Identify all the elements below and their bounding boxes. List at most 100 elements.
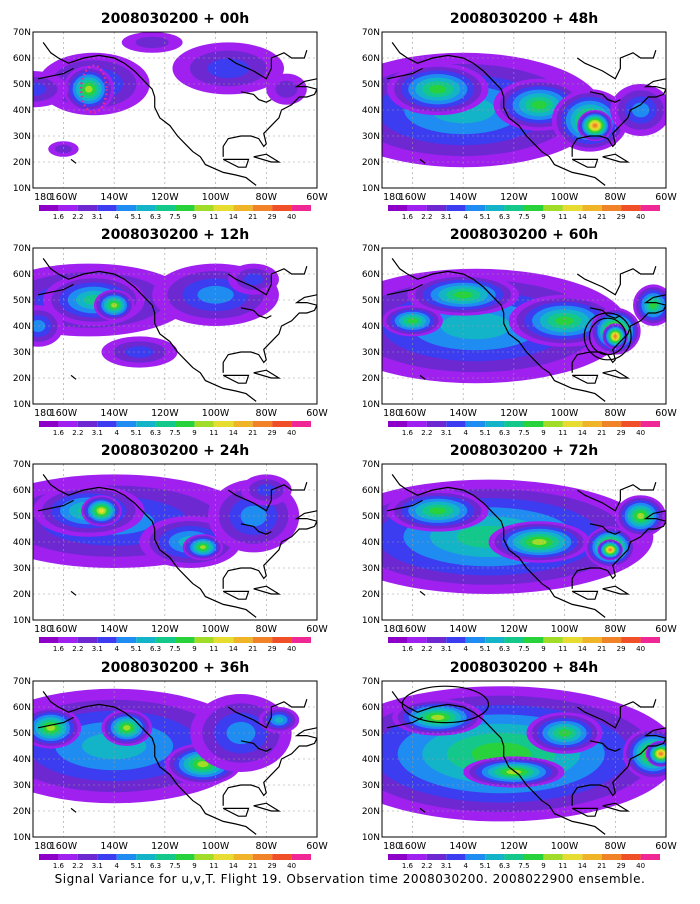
colorbar-swatch (485, 421, 505, 427)
lon-tick-label: 80W (605, 624, 627, 635)
colorbar-swatch (136, 854, 156, 860)
lon-tick-label: 120W (500, 841, 528, 852)
colorbar-swatch (582, 205, 602, 211)
panel-title: 2008030200 + 60h (450, 227, 598, 243)
colorbar-swatch (388, 637, 408, 643)
lon-tick-label: 160W (399, 624, 427, 635)
colorbar-swatch (407, 637, 427, 643)
lon-tick-label: 120W (151, 192, 179, 203)
colorbar-label: 14 (229, 213, 238, 221)
colorbar-label: 2.2 (421, 862, 432, 870)
lat-tick-label: 20N (13, 807, 31, 817)
colorbar-label: 4 (114, 429, 119, 437)
colorbar-label: 21 (248, 645, 257, 653)
lon-tick-label: 120W (500, 408, 528, 419)
contour-level (33, 82, 47, 97)
colorbar-swatch (213, 854, 234, 860)
colorbar-label: 3.1 (441, 429, 452, 437)
lon-tick-label: 140W (449, 624, 477, 635)
colorbar-label: 14 (578, 213, 587, 221)
panel-title: 2008030200 + 12h (101, 227, 249, 243)
lon-tick-label: 100W (551, 408, 579, 419)
colorbar-label: 9 (192, 213, 196, 221)
lat-tick-label: 30N (13, 781, 31, 791)
colorbar-label: 5.1 (480, 645, 491, 653)
lat-tick-label: 60N (13, 54, 31, 64)
lat-tick-label: 30N (362, 132, 380, 142)
colorbar-label: 7.5 (169, 862, 180, 870)
colorbar: 1.6 2.2 3.1 4 5.1 6.3 7.5 9 11 14 21 29 40 (388, 205, 660, 221)
colorbar-label: 3.1 (441, 645, 452, 653)
colorbar-swatch (446, 637, 466, 643)
lon-tick-label: 100W (551, 624, 579, 635)
contour-level (46, 724, 56, 731)
contour-level (199, 545, 206, 550)
lat-tick-label: 40N (362, 538, 380, 548)
lon-tick-label: 80W (605, 841, 627, 852)
colorbar-label: 6.3 (499, 862, 510, 870)
colorbar-label: 9 (192, 645, 196, 653)
colorbar-swatch (175, 637, 195, 643)
colorbar-label: 6.3 (150, 213, 161, 221)
contour-level (649, 301, 657, 309)
map-panel-24h: 2008030200 + 24h 10N 20N 30N 40N 50N 60N 70N 180… (13, 443, 329, 653)
colorbar-swatch (504, 637, 524, 643)
contour-level (431, 714, 445, 721)
map-panel-48h: 2008030200 + 48h 10N 20N 30N 40N 50N 60N 70N 180… (362, 11, 678, 221)
colorbar-label: 6.3 (150, 429, 161, 437)
colorbar-label: 11 (558, 429, 567, 437)
map-panel-36h: 2008030200 + 36h 10N 20N 30N 40N 50N 60N 70N 180… (13, 660, 329, 870)
contour-level (244, 273, 264, 286)
colorbar-swatch (77, 854, 98, 860)
lat-tick-label: 20N (362, 807, 380, 817)
colorbar-swatch (233, 205, 253, 211)
lat-tick-label: 60N (362, 270, 380, 280)
lon-tick-label: 80W (256, 408, 278, 419)
colorbar-swatch (233, 854, 253, 860)
lon-tick-label: 60W (306, 624, 328, 635)
lon-tick-label: 60W (306, 192, 328, 203)
lat-tick-label: 10N (13, 833, 31, 843)
verification-circle (588, 317, 627, 356)
colorbar-swatch (233, 421, 253, 427)
contour-level (608, 548, 612, 551)
colorbar-swatch (136, 637, 156, 643)
lon-tick-label: 100W (202, 192, 230, 203)
colorbar-swatch (621, 637, 641, 643)
colorbar-swatch (77, 637, 98, 643)
lon-tick-label: 180 (34, 841, 52, 852)
contour-level (123, 725, 131, 731)
colorbar-swatch (194, 637, 214, 643)
panel-frame (381, 31, 667, 189)
lat-tick-label: 70N (13, 244, 31, 254)
colorbar-swatch (58, 637, 78, 643)
colorbar-swatch (465, 421, 486, 427)
colorbar-label: 2.2 (72, 213, 83, 221)
colorbar-swatch (97, 421, 117, 427)
colorbar-label: 40 (287, 645, 296, 653)
colorbar-swatch (601, 854, 622, 860)
lat-tick-label: 50N (13, 729, 31, 739)
panel-frame (32, 247, 318, 405)
colorbar-label: 29 (617, 862, 626, 870)
lat-tick-label: 60N (362, 54, 380, 64)
colorbar-swatch (388, 205, 408, 211)
colorbar-swatch (252, 854, 273, 860)
colorbar: 1.6 2.2 3.1 4 5.1 6.3 7.5 9 11 14 21 29 40 (39, 421, 311, 437)
lon-tick-label: 160W (399, 192, 427, 203)
lat-tick-label: 60N (362, 703, 380, 713)
lon-tick-label: 180 (383, 192, 401, 203)
lat-tick-label: 10N (13, 616, 31, 626)
colorbar-swatch (582, 421, 602, 427)
lon-tick-label: 140W (449, 841, 477, 852)
colorbar-swatch (524, 205, 544, 211)
colorbar-swatch (291, 854, 311, 860)
colorbar-swatch (465, 637, 486, 643)
lon-tick-label: 140W (100, 408, 128, 419)
colorbar-label: 2.2 (421, 429, 432, 437)
colorbar-swatch (543, 854, 563, 860)
lat-tick-label: 40N (362, 755, 380, 765)
contour-level (197, 761, 209, 768)
colorbar-label: 1.6 (402, 862, 414, 870)
